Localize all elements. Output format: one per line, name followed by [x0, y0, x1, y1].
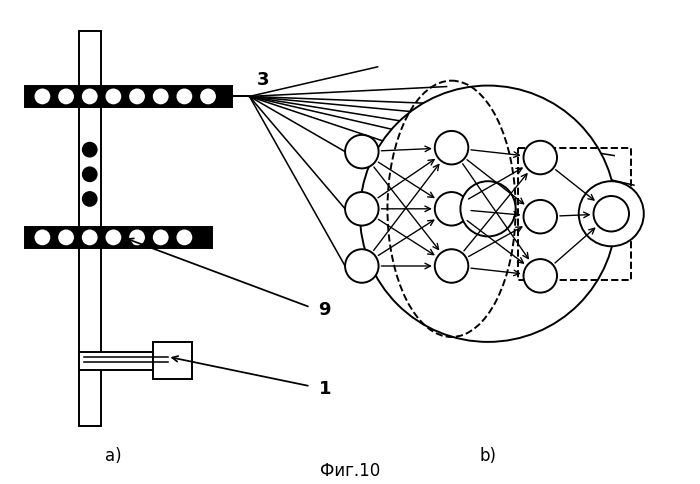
Circle shape	[83, 143, 97, 157]
Circle shape	[345, 250, 379, 283]
Circle shape	[345, 136, 379, 169]
Bar	[79, 352, 172, 370]
Circle shape	[81, 229, 99, 247]
Circle shape	[435, 250, 468, 283]
Circle shape	[435, 193, 468, 226]
Circle shape	[34, 229, 51, 247]
Circle shape	[524, 200, 557, 234]
Circle shape	[524, 141, 557, 175]
Circle shape	[176, 229, 193, 247]
Bar	[153, 342, 192, 379]
Circle shape	[128, 229, 146, 247]
Text: Фиг.10: Фиг.10	[320, 461, 380, 479]
Bar	[79, 32, 101, 426]
Text: 1: 1	[318, 379, 331, 397]
Text: a): a)	[105, 446, 122, 464]
Circle shape	[152, 89, 169, 106]
Circle shape	[152, 229, 169, 247]
Circle shape	[81, 89, 99, 106]
Circle shape	[83, 168, 97, 182]
Circle shape	[176, 89, 193, 106]
Bar	[25, 227, 212, 249]
Circle shape	[57, 89, 75, 106]
Text: b): b)	[480, 446, 496, 464]
Circle shape	[435, 132, 468, 165]
Circle shape	[524, 259, 557, 293]
Circle shape	[34, 89, 51, 106]
Circle shape	[83, 193, 97, 206]
Circle shape	[345, 193, 379, 226]
Text: 3: 3	[256, 71, 269, 89]
Circle shape	[360, 87, 616, 342]
Circle shape	[594, 197, 629, 232]
Circle shape	[104, 89, 122, 106]
Circle shape	[128, 89, 146, 106]
Bar	[25, 87, 232, 108]
Circle shape	[579, 182, 644, 247]
Circle shape	[104, 229, 122, 247]
Text: 9: 9	[318, 301, 331, 318]
Circle shape	[199, 89, 217, 106]
Circle shape	[461, 182, 516, 237]
Bar	[517, 149, 631, 280]
Circle shape	[57, 229, 75, 247]
